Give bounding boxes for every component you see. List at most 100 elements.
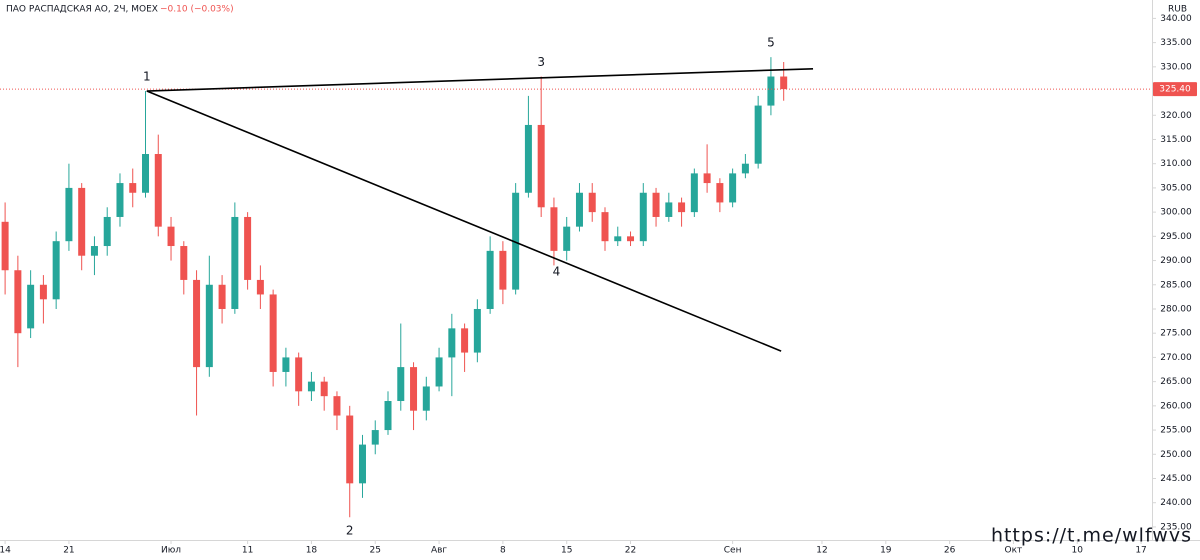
y-tick-label: 295.00: [1160, 232, 1192, 242]
candle-body: [52, 241, 60, 300]
trendline: [146, 67, 814, 92]
candle-body: [652, 192, 660, 217]
candle-body: [767, 76, 775, 106]
wave-label: 2: [346, 524, 354, 538]
candle-body: [205, 284, 213, 368]
x-tick-label: Окт: [1005, 546, 1023, 556]
price-change: −0.10 (−0.03%): [160, 5, 234, 15]
candle-body: [639, 192, 647, 242]
y-tick-label: 305.00: [1160, 183, 1192, 193]
candle-body: [142, 154, 150, 193]
y-tick-label: 275.00: [1160, 329, 1192, 339]
y-tick-label: 280.00: [1160, 304, 1192, 314]
y-tick-label: 245.00: [1160, 474, 1192, 484]
candle-body: [601, 212, 609, 242]
y-tick-label: 250.00: [1160, 450, 1192, 460]
candle-body: [690, 173, 698, 213]
wave-label: 4: [553, 265, 561, 279]
candle-body: [512, 192, 520, 290]
candle-body: [524, 124, 532, 193]
x-tick-label: Июл: [161, 546, 181, 556]
x-tick-label: 17: [1135, 546, 1146, 556]
x-tick-label: 14: [0, 546, 11, 556]
candle-body: [14, 270, 22, 334]
candle-body: [741, 163, 749, 174]
candle-body: [103, 216, 111, 247]
candle-body: [550, 207, 558, 251]
y-tick-label: 340.00: [1160, 14, 1192, 24]
candle-body: [563, 226, 571, 251]
wave-label: 1: [143, 70, 151, 84]
chart-title: ПАО РАСПАДСКАЯ АО, 2Ч, MOEX: [6, 5, 158, 15]
candle-body: [333, 396, 341, 416]
candle-body: [180, 246, 188, 280]
candle-body: [665, 202, 673, 217]
candle-body: [218, 284, 226, 309]
last-price-box: [1153, 82, 1197, 97]
x-tick-label: 10: [1072, 546, 1084, 556]
candle-body: [307, 381, 315, 392]
x-tick-label: 21: [63, 546, 74, 556]
candle-body: [410, 367, 418, 411]
candle-body: [729, 173, 737, 203]
candle-body: [397, 367, 405, 402]
y-tick-label: 330.00: [1160, 62, 1192, 72]
candle-body: [678, 202, 686, 213]
y-tick-label: 255.00: [1160, 426, 1192, 436]
candle-body: [116, 183, 124, 217]
x-tick-label: 22: [625, 546, 636, 556]
candle-body: [422, 386, 430, 411]
y-tick-label: 310.00: [1160, 159, 1192, 169]
candle-body: [1, 221, 9, 271]
candle-body: [627, 236, 635, 242]
y-tick-label: 260.00: [1160, 401, 1192, 411]
candle-body: [703, 173, 711, 184]
candle-body: [371, 430, 379, 445]
x-tick-label: 12: [816, 546, 827, 556]
candle-body: [575, 192, 583, 227]
candle-body: [588, 192, 596, 213]
candle-body: [282, 357, 290, 372]
y-tick-label: 290.00: [1160, 256, 1192, 266]
watermark: https://t.me/wlfwvs: [991, 525, 1192, 547]
candle-body: [435, 357, 443, 387]
y-tick-label: 320.00: [1160, 111, 1192, 121]
y-tick-label: 265.00: [1160, 377, 1192, 387]
candle-body: [716, 183, 724, 203]
candle-body: [269, 294, 277, 372]
x-tick-label: Авг: [431, 546, 447, 556]
candle-body: [346, 415, 354, 484]
y-tick-label: 235.00: [1160, 522, 1192, 532]
candle-body: [27, 284, 35, 329]
y-tick-label: 335.00: [1160, 38, 1192, 48]
candle-body: [358, 444, 366, 484]
wave-label: 3: [537, 55, 545, 69]
candle-body: [780, 76, 788, 90]
candle-body: [295, 357, 303, 392]
x-tick-label: 8: [500, 546, 506, 556]
candle-body: [320, 381, 328, 397]
currency: RUB: [1168, 5, 1187, 15]
candle-body: [231, 216, 239, 309]
y-tick-label: 270.00: [1160, 353, 1192, 363]
candle-body: [486, 250, 494, 309]
trendline: [146, 90, 782, 352]
x-tick-label: 25: [370, 546, 381, 556]
candle-body: [754, 105, 762, 164]
x-tick-label: 15: [561, 546, 572, 556]
x-tick-label: 26: [944, 546, 956, 556]
candle-body: [78, 187, 86, 256]
candle-body: [614, 236, 622, 242]
candle-body: [65, 187, 73, 242]
candle-body: [39, 284, 47, 300]
x-tick-label: 18: [306, 546, 318, 556]
wave-label: 5: [767, 36, 775, 50]
x-tick-label: 19: [880, 546, 892, 556]
candle-body: [461, 328, 469, 353]
candle-body: [154, 154, 162, 227]
candle-body: [193, 279, 201, 368]
candle-body: [384, 401, 392, 431]
y-tick-label: 300.00: [1160, 208, 1192, 218]
